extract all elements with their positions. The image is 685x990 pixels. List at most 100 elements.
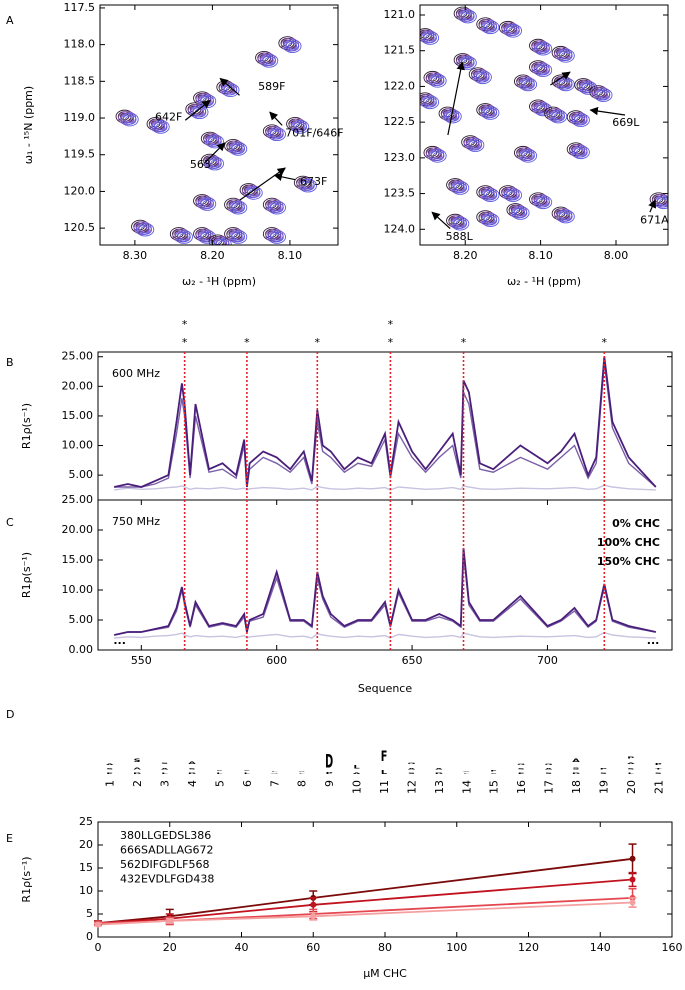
logo-letter: A xyxy=(161,768,169,771)
contour xyxy=(571,145,590,160)
contour xyxy=(423,96,437,108)
position-label: 10 xyxy=(351,780,364,794)
series-line xyxy=(98,878,633,925)
series-line xyxy=(114,631,656,639)
y-tick-label: 5.00 xyxy=(69,468,94,481)
contour xyxy=(506,25,520,37)
contour xyxy=(455,219,465,228)
contour xyxy=(269,231,280,240)
position-label: 13 xyxy=(433,780,446,794)
logo-letter: L xyxy=(628,773,635,775)
y-tick-label: 122.0 xyxy=(384,79,416,92)
contour xyxy=(485,191,495,199)
position-label: 14 xyxy=(460,780,473,794)
contour xyxy=(422,97,433,105)
legend-entry: 666SADLLAG672 xyxy=(120,844,214,857)
contour xyxy=(215,239,230,245)
contour xyxy=(430,150,445,162)
contour xyxy=(208,158,222,169)
contour xyxy=(207,136,218,144)
contour xyxy=(151,120,170,134)
series-line xyxy=(98,857,633,925)
contour xyxy=(458,9,477,24)
legend-entry: 562DIFGDLF568 xyxy=(120,858,209,871)
position-label: 5 xyxy=(213,780,226,787)
contour xyxy=(270,231,284,243)
logo-letter: F xyxy=(490,770,497,771)
y-axis-label: R1ρ(s⁻¹) xyxy=(20,552,33,598)
contour xyxy=(558,50,568,58)
contour xyxy=(233,203,243,212)
contour xyxy=(520,150,531,158)
x-tick-label: 700 xyxy=(537,654,558,667)
logo-letter: S xyxy=(298,770,305,771)
contour xyxy=(551,111,561,119)
logo-letter: P xyxy=(627,756,634,759)
contour xyxy=(179,233,189,241)
contour xyxy=(270,128,284,140)
contour xyxy=(453,182,463,191)
contour xyxy=(535,43,546,51)
position-label: 7 xyxy=(268,780,281,787)
contour xyxy=(200,231,215,243)
contour xyxy=(475,71,490,83)
plot-area xyxy=(114,356,657,491)
contour xyxy=(470,141,480,149)
contour xyxy=(483,107,493,116)
contour xyxy=(483,214,498,226)
contour xyxy=(558,211,573,222)
contour xyxy=(505,189,516,198)
y-tick-label: 20.00 xyxy=(62,379,94,392)
contour xyxy=(558,211,568,219)
ellipsis: ... xyxy=(647,634,660,647)
contour xyxy=(505,25,516,33)
logo-letter: S xyxy=(161,762,168,765)
logo-letter: A xyxy=(188,761,196,766)
logo-letter: L xyxy=(244,773,251,774)
series-line xyxy=(114,362,657,488)
contour xyxy=(155,123,166,131)
y-axis-label: ω₁ - ¹⁵N (ppm) xyxy=(22,86,35,164)
contour xyxy=(428,148,447,163)
arrow xyxy=(431,211,451,230)
y-axis-label: R1ρ(s⁻¹) xyxy=(20,403,33,449)
position-label: 9 xyxy=(323,780,336,787)
x-axis-label: μM CHC xyxy=(363,967,407,980)
contour xyxy=(283,39,302,53)
arrow xyxy=(219,77,240,96)
contour xyxy=(229,230,248,244)
x-axis-label: ω₂ - ¹H (ppm) xyxy=(507,275,581,288)
point xyxy=(310,901,317,908)
asterisk: * xyxy=(182,318,188,331)
panel-label: A xyxy=(6,14,14,27)
x-tick-label: 60 xyxy=(306,941,320,954)
logo-letter: F xyxy=(381,748,388,764)
contour xyxy=(430,150,440,158)
y-tick-label: 117.5 xyxy=(64,1,96,14)
logo-letter: A xyxy=(133,767,141,771)
contour xyxy=(231,231,241,240)
contour xyxy=(475,72,485,80)
contour xyxy=(298,178,317,193)
contour xyxy=(137,224,148,232)
contour xyxy=(508,27,518,35)
contour xyxy=(556,48,575,63)
logo-letter: D xyxy=(133,773,141,775)
arrow xyxy=(184,99,211,121)
contour xyxy=(218,240,228,245)
contour xyxy=(303,181,313,190)
contour xyxy=(264,57,274,65)
legend-entry: 150% CHC xyxy=(597,555,660,568)
logo-letter: G xyxy=(407,762,415,765)
panel-label: D xyxy=(6,708,14,721)
contour xyxy=(291,120,310,134)
contour xyxy=(272,130,282,138)
contour xyxy=(463,12,473,21)
contour xyxy=(430,75,440,83)
logo-letter: A xyxy=(627,762,635,765)
plot-frame xyxy=(419,4,669,246)
plot-area xyxy=(115,36,317,245)
position-label: 6 xyxy=(241,780,254,787)
logo-letter: G xyxy=(545,764,553,766)
series-line xyxy=(98,897,633,925)
